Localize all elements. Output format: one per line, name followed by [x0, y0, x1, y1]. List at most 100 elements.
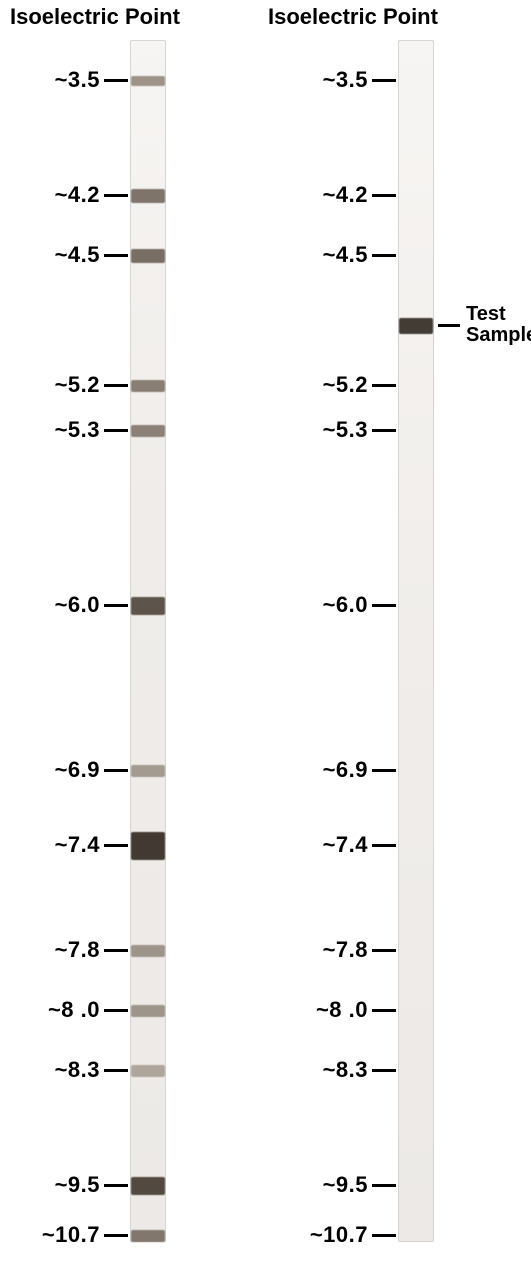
tick-dash	[372, 1069, 396, 1072]
tick-dash	[104, 384, 128, 387]
pi-tick: ~8 .0	[298, 997, 396, 1023]
tick-dash	[104, 1234, 128, 1237]
gel-band	[131, 425, 165, 437]
tick-dash	[372, 194, 396, 197]
pi-tick-label: ~10.7	[30, 1222, 100, 1248]
tick-dash	[104, 1009, 128, 1012]
pi-tick: ~5.2	[30, 372, 128, 398]
pi-tick-label: ~4.5	[30, 242, 100, 268]
pi-tick-label: ~10.7	[298, 1222, 368, 1248]
tick-dash	[372, 79, 396, 82]
pi-tick: ~4.2	[30, 182, 128, 208]
pi-tick: ~6.0	[298, 592, 396, 618]
gel-band	[131, 1230, 165, 1242]
pi-tick: ~9.5	[30, 1172, 128, 1198]
gel-band	[399, 318, 433, 334]
gel-band	[131, 76, 165, 86]
pi-tick-label: ~8.3	[298, 1057, 368, 1083]
pi-tick: ~6.9	[30, 757, 128, 783]
gel-band	[131, 380, 165, 392]
gel-band	[131, 597, 165, 615]
pi-tick: ~5.3	[30, 417, 128, 443]
pi-tick-label: ~3.5	[30, 67, 100, 93]
pi-tick-label: ~3.5	[298, 67, 368, 93]
tick-dash	[104, 949, 128, 952]
pi-tick: ~3.5	[298, 67, 396, 93]
pi-tick-label: ~7.8	[298, 937, 368, 963]
pi-tick: ~8.3	[30, 1057, 128, 1083]
pi-tick-label: ~6.9	[298, 757, 368, 783]
pi-tick-label: ~4.2	[30, 182, 100, 208]
pi-tick-label: ~9.5	[298, 1172, 368, 1198]
tick-dash	[104, 604, 128, 607]
pi-tick: ~4.5	[298, 242, 396, 268]
pi-tick: ~10.7	[298, 1222, 396, 1248]
tick-dash	[104, 1069, 128, 1072]
pi-tick-label: ~4.2	[298, 182, 368, 208]
pi-tick-label: ~7.4	[298, 832, 368, 858]
tick-dash	[372, 604, 396, 607]
pi-tick: ~6.9	[298, 757, 396, 783]
pi-tick: ~7.4	[30, 832, 128, 858]
pi-tick: ~6.0	[30, 592, 128, 618]
pi-tick: ~8.3	[298, 1057, 396, 1083]
test-sample-label: Test Sample	[438, 304, 531, 346]
gel-band	[131, 189, 165, 203]
pi-tick: ~9.5	[298, 1172, 396, 1198]
pi-tick-label: ~8 .0	[298, 997, 368, 1023]
pi-tick-label: ~5.2	[30, 372, 100, 398]
gel-lane-left	[130, 40, 166, 1242]
pi-tick: ~5.2	[298, 372, 396, 398]
pi-tick: ~3.5	[30, 67, 128, 93]
tick-dash	[372, 1009, 396, 1012]
gel-band	[131, 1005, 165, 1017]
tick-dash	[372, 769, 396, 772]
pi-tick: ~7.4	[298, 832, 396, 858]
tick-dash	[372, 949, 396, 952]
pi-tick-label: ~6.0	[30, 592, 100, 618]
pi-tick: ~7.8	[298, 937, 396, 963]
pi-tick: ~5.3	[298, 417, 396, 443]
gel-band	[131, 1065, 165, 1077]
tick-dash	[104, 194, 128, 197]
tick-dash	[104, 769, 128, 772]
gel-lane-right	[398, 40, 434, 1242]
pi-tick-label: ~7.4	[30, 832, 100, 858]
sample-dash	[438, 324, 460, 327]
title-left: Isoelectric Point	[10, 4, 180, 30]
sample-text-line2: Sample	[466, 324, 531, 346]
tick-dash	[372, 1234, 396, 1237]
pi-tick-label: ~7.8	[30, 937, 100, 963]
gel-band	[131, 249, 165, 263]
sample-text-line1: Test	[466, 303, 506, 325]
gel-band	[131, 832, 165, 860]
pi-tick: ~4.5	[30, 242, 128, 268]
tick-dash	[104, 254, 128, 257]
pi-tick-label: ~6.0	[298, 592, 368, 618]
pi-tick-label: ~8.3	[30, 1057, 100, 1083]
tick-dash	[372, 384, 396, 387]
tick-dash	[104, 844, 128, 847]
tick-dash	[104, 1184, 128, 1187]
pi-tick-label: ~6.9	[30, 757, 100, 783]
pi-tick: ~7.8	[30, 937, 128, 963]
pi-tick-label: ~4.5	[298, 242, 368, 268]
pi-tick: ~4.2	[298, 182, 396, 208]
tick-dash	[372, 1184, 396, 1187]
pi-tick-label: ~5.2	[298, 372, 368, 398]
pi-tick-label: ~5.3	[298, 417, 368, 443]
pi-tick: ~10.7	[30, 1222, 128, 1248]
pi-tick-label: ~9.5	[30, 1172, 100, 1198]
pi-tick: ~8 .0	[30, 997, 128, 1023]
tick-dash	[372, 844, 396, 847]
pi-tick-label: ~5.3	[30, 417, 100, 443]
pi-tick-label: ~8 .0	[30, 997, 100, 1023]
gel-band	[131, 945, 165, 957]
tick-dash	[104, 429, 128, 432]
tick-dash	[372, 429, 396, 432]
title-right: Isoelectric Point	[268, 4, 438, 30]
tick-dash	[372, 254, 396, 257]
tick-dash	[104, 79, 128, 82]
gel-band	[131, 1177, 165, 1195]
gel-band	[131, 765, 165, 777]
